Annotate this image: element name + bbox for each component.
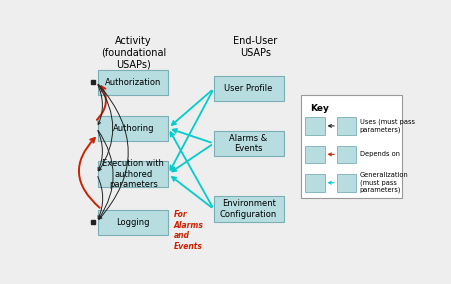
FancyBboxPatch shape	[98, 70, 168, 95]
FancyBboxPatch shape	[214, 76, 284, 101]
Text: Logging: Logging	[116, 218, 150, 227]
FancyBboxPatch shape	[305, 146, 325, 163]
Text: Depends on: Depends on	[359, 151, 400, 157]
FancyBboxPatch shape	[214, 197, 284, 222]
Text: Authoring: Authoring	[112, 124, 154, 133]
FancyBboxPatch shape	[337, 146, 356, 163]
Text: User Profile: User Profile	[225, 84, 273, 93]
Text: Environment
Configuration: Environment Configuration	[220, 199, 277, 219]
Text: Key: Key	[310, 104, 329, 113]
FancyBboxPatch shape	[337, 117, 356, 135]
FancyBboxPatch shape	[98, 116, 168, 141]
FancyBboxPatch shape	[337, 174, 356, 191]
Text: Uses (must pass
parameters): Uses (must pass parameters)	[359, 119, 414, 133]
FancyBboxPatch shape	[214, 131, 284, 156]
Text: For
Alarms
and
Events: For Alarms and Events	[174, 210, 203, 250]
Text: Alarms &
Events: Alarms & Events	[230, 134, 268, 153]
FancyBboxPatch shape	[98, 162, 168, 187]
Text: Execution with
authored
parameters: Execution with authored parameters	[102, 159, 164, 189]
FancyBboxPatch shape	[305, 174, 325, 191]
Text: Authorization: Authorization	[105, 78, 161, 87]
Text: Generalization
(must pass
parameters): Generalization (must pass parameters)	[359, 172, 408, 193]
Text: Activity
(foundational
USAPs): Activity (foundational USAPs)	[101, 36, 166, 70]
FancyBboxPatch shape	[301, 95, 402, 198]
FancyBboxPatch shape	[98, 210, 168, 235]
Text: End-User
USAPs: End-User USAPs	[234, 36, 278, 58]
FancyBboxPatch shape	[305, 117, 325, 135]
